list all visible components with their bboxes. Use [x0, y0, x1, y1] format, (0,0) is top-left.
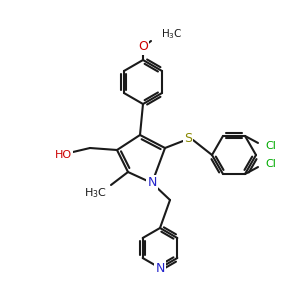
- Text: Cl: Cl: [265, 141, 276, 151]
- Text: H$_3$C: H$_3$C: [161, 27, 183, 41]
- Text: N: N: [155, 262, 165, 275]
- Text: H$_3$C: H$_3$C: [83, 186, 106, 200]
- Text: N: N: [147, 176, 157, 190]
- Text: O: O: [138, 40, 148, 53]
- Text: HO: HO: [54, 150, 72, 160]
- Text: S: S: [184, 131, 192, 145]
- Text: Cl: Cl: [265, 159, 276, 169]
